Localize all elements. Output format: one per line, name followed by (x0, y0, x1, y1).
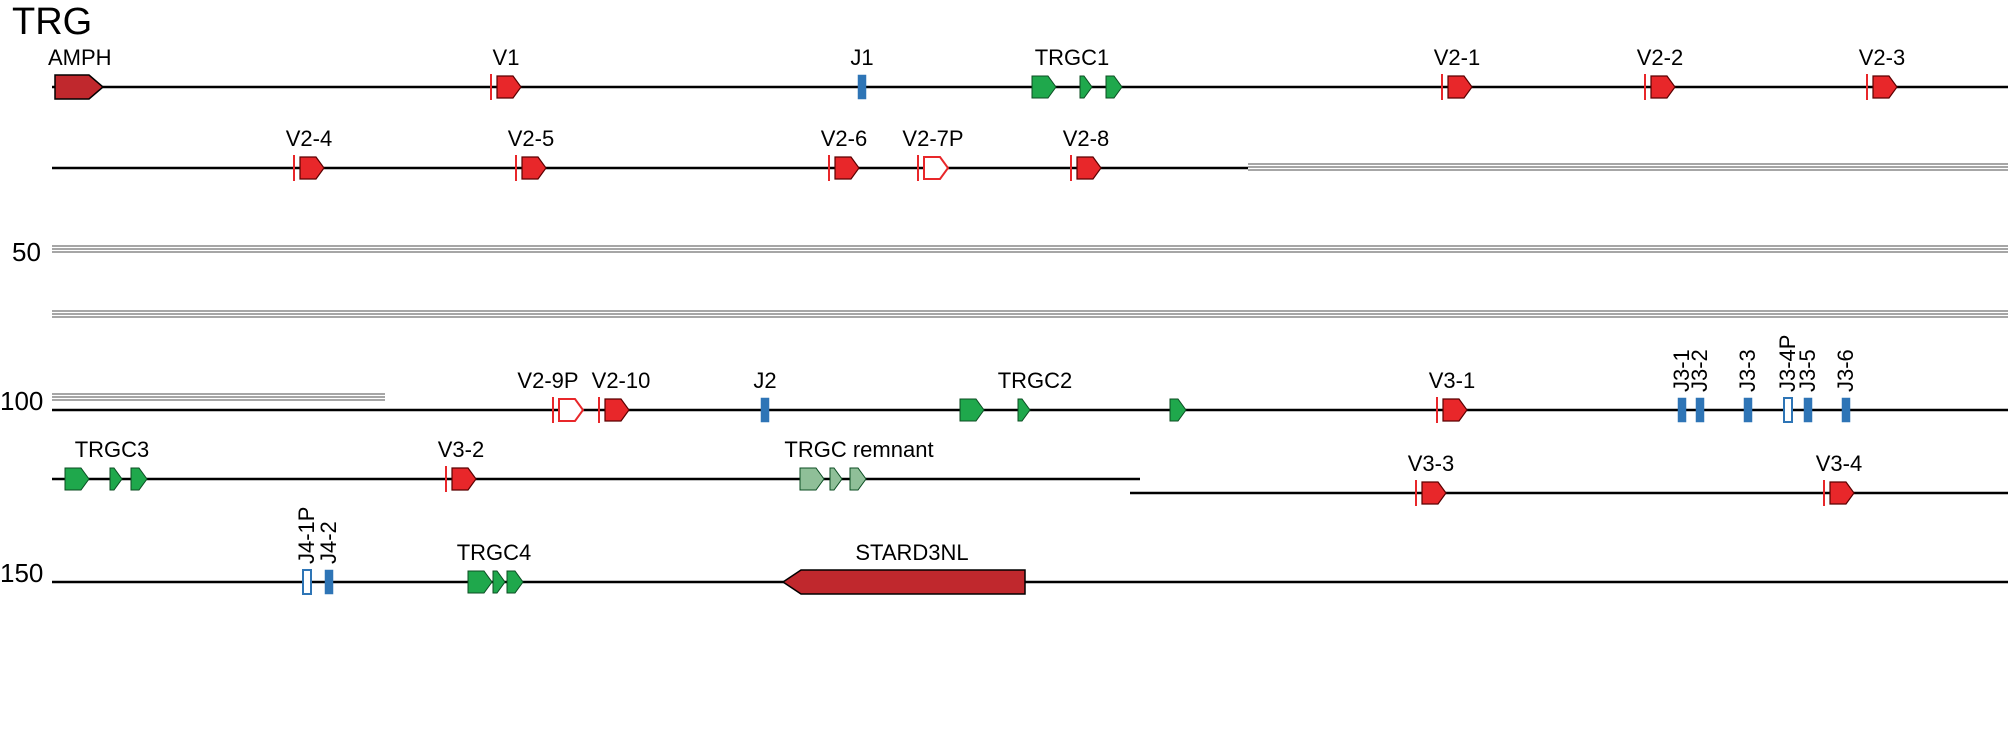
row-7-j4-1p-segment (302, 569, 312, 595)
row-6-v3-2-shape (451, 467, 477, 491)
row-5-j3-3-label: J3-3 (1735, 349, 1760, 392)
row-5-j3-2-segment (1695, 397, 1705, 423)
row-5-j3-3-segment (1743, 397, 1753, 423)
row-2-v2-4-shape (299, 156, 325, 180)
row-7-trgc4-exon-3 (506, 570, 524, 594)
row-5-v2-10-label: V2-10 (592, 368, 651, 393)
row-2-v2-8-shape (1076, 156, 1102, 180)
row-1-trgc1-label: TRGC1 (1035, 45, 1110, 70)
row-6-trgc-remnant-exon-2 (829, 467, 843, 491)
row-5-j3-4p-label: J3-4P (1775, 335, 1800, 392)
row-2-v2-5-shape (521, 156, 547, 180)
row-1-v2-1-shape (1447, 75, 1473, 99)
row-6-v3-3-shape (1421, 481, 1447, 505)
row-5-v2-9p-label: V2-9P (517, 368, 578, 393)
row-6-v3-4-shape (1829, 481, 1855, 505)
axis-label-100: 100 (0, 386, 43, 416)
row-6-trgc3-label: TRGC3 (75, 437, 150, 462)
row-2-v2-8-label: V2-8 (1063, 126, 1109, 151)
row-5-trgc2-exon-3 (1169, 398, 1187, 422)
row-6-trgc-remnant-exon-1 (799, 467, 825, 491)
row-5-trgc2-label: TRGC2 (998, 368, 1073, 393)
row-1-trgc1-exon-3 (1105, 75, 1123, 99)
row-7-trgc4-exon-2 (492, 570, 506, 594)
row-1-v1-label: V1 (493, 45, 520, 70)
row-1-v2-3-label: V2-3 (1859, 45, 1905, 70)
row-2-v2-7p-shape (923, 156, 950, 180)
row-5-v2-9p-shape (558, 398, 585, 422)
row-5-trgc2-exon-1 (959, 398, 985, 422)
row-7-j4-1p-label: J4-1P (294, 507, 319, 564)
row-1-amph-label: AMPH (48, 45, 112, 70)
row-5-j3-4p-segment (1783, 397, 1793, 423)
row-7-j4-2-segment (324, 569, 334, 595)
axis-label-50: 50 (12, 237, 41, 267)
row-1-trgc1-exon-2 (1079, 75, 1093, 99)
row-2-v2-6-label: V2-6 (821, 126, 867, 151)
row-5-v3-1-shape (1442, 398, 1468, 422)
diagram-title: TRG (12, 1, 92, 43)
row-2-v2-5-label: V2-5 (508, 126, 554, 151)
row-6-trgc-remnant-exon-3 (849, 467, 867, 491)
row-6-trgc3-exon-3 (130, 467, 148, 491)
row-5-j3-6-label: J3-6 (1833, 349, 1858, 392)
row-5-j3-5-segment (1803, 397, 1813, 423)
row-7-trgc4-label: TRGC4 (457, 540, 532, 565)
row-6-v3-3-label: V3-3 (1408, 451, 1454, 476)
row-2-v2-7p-label: V2-7P (902, 126, 963, 151)
row-1-amph-shape (54, 74, 105, 100)
row-1-v2-1-label: V2-1 (1434, 45, 1480, 70)
row-6-v3-2-label: V3-2 (438, 437, 484, 462)
row-1-v1-shape (496, 75, 522, 99)
row-5-v2-10-shape (604, 398, 630, 422)
row-5-j3-5-label: J3-5 (1795, 349, 1820, 392)
row-5-j3-1-label: J3-1 (1669, 349, 1694, 392)
row-1-trgc1-exon-1 (1031, 75, 1057, 99)
row-1-v2-2-label: V2-2 (1637, 45, 1683, 70)
row-7-trgc4-exon-1 (467, 570, 493, 594)
row-5-v3-1-label: V3-1 (1429, 368, 1475, 393)
row-5-j3-1-segment (1677, 397, 1687, 423)
row-1-j1-label: J1 (850, 45, 873, 70)
row-2-v2-6-shape (834, 156, 860, 180)
row-6-v3-4-label: V3-4 (1816, 451, 1862, 476)
row-7-stard3nl-label: STARD3NL (855, 540, 968, 565)
row-1-v2-3-shape (1872, 75, 1898, 99)
axis-label-150: 150 (0, 558, 43, 588)
row-6-trgc3-exon-2 (109, 467, 123, 491)
row-1-v2-2-shape (1650, 75, 1676, 99)
row-2-v2-4-label: V2-4 (286, 126, 332, 151)
row-7-j4-2-label: J4-2 (316, 521, 341, 564)
row-1-j1-segment (857, 74, 867, 100)
row-5-trgc2-exon-2 (1017, 398, 1031, 422)
row-6-trgc-remnant-label: TRGC remnant (784, 437, 933, 462)
row-6-trgc3-exon-1 (64, 467, 90, 491)
row-5-j2-segment (760, 397, 770, 423)
row-5-j2-label: J2 (753, 368, 776, 393)
row-7-stard3nl-shape (781, 569, 1026, 595)
row-5-j3-2-label: J3-2 (1687, 349, 1712, 392)
row-5-j3-6-segment (1841, 397, 1851, 423)
